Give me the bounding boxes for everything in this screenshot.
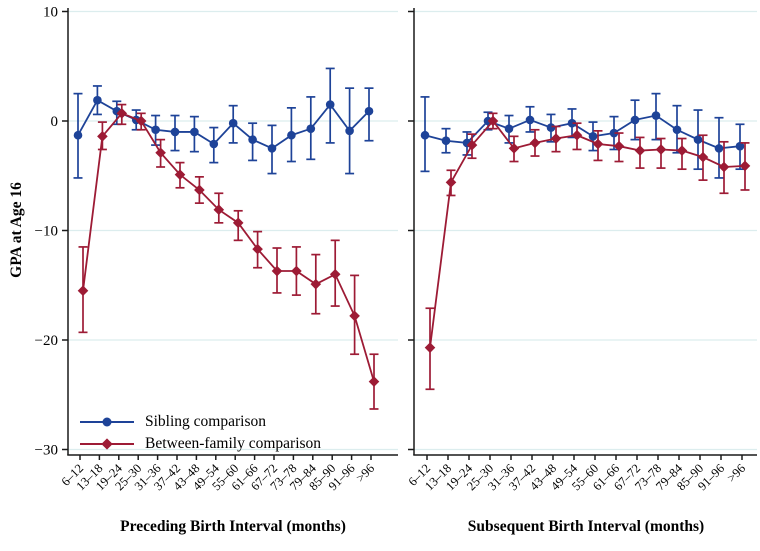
data-point xyxy=(209,139,219,149)
series-line xyxy=(82,112,375,382)
data-point xyxy=(651,111,661,120)
data-point xyxy=(550,133,562,144)
data-point xyxy=(592,138,604,150)
data-point xyxy=(487,115,499,127)
data-point xyxy=(714,144,724,153)
data-point xyxy=(634,145,646,156)
data-point xyxy=(571,129,583,141)
data-point xyxy=(267,144,277,153)
data-point xyxy=(588,132,598,141)
data-point xyxy=(349,310,360,322)
data-point xyxy=(466,139,478,151)
data-point xyxy=(310,278,322,290)
series-line xyxy=(429,119,746,348)
legend-item-sibling: Sibling comparison xyxy=(80,411,321,433)
data-point xyxy=(368,376,380,387)
data-point xyxy=(155,147,166,159)
data-point xyxy=(529,137,541,149)
data-point xyxy=(77,285,89,297)
y-tick-label: −10 xyxy=(35,224,58,240)
data-point xyxy=(718,161,730,173)
data-point xyxy=(345,126,354,136)
data-point xyxy=(735,141,745,151)
data-point xyxy=(213,204,225,215)
data-point xyxy=(151,125,160,135)
legend: Sibling comparison Between-family compar… xyxy=(80,411,321,455)
legend-item-between-family: Between-family comparison xyxy=(80,433,321,455)
x-tick-label: >96 xyxy=(724,461,748,485)
data-point xyxy=(525,115,535,125)
y-axis-title: GPA at Age 16 xyxy=(8,182,25,278)
data-point xyxy=(287,130,296,140)
data-point xyxy=(364,106,374,116)
data-point xyxy=(739,160,751,172)
data-point xyxy=(93,95,102,105)
series-line xyxy=(424,114,741,150)
data-point xyxy=(445,177,457,188)
data-point xyxy=(697,151,709,163)
data-point xyxy=(630,115,640,125)
data-point xyxy=(546,123,556,132)
data-point xyxy=(672,125,682,135)
data-point xyxy=(135,115,147,127)
data-point xyxy=(291,265,302,277)
data-point xyxy=(73,130,83,140)
data-point xyxy=(508,143,520,154)
data-point xyxy=(194,184,205,196)
data-point xyxy=(306,124,316,133)
data-point xyxy=(248,135,257,144)
x-axis-title-left: Preceding Birth Interval (months) xyxy=(120,518,346,535)
data-point xyxy=(676,145,688,156)
y-tick-label: 0 xyxy=(51,114,59,130)
circle-marker-icon xyxy=(102,417,112,427)
x-axis-title-right: Subsequent Birth Interval (months) xyxy=(467,518,705,535)
y-tick-label: −30 xyxy=(35,443,58,459)
data-point xyxy=(655,144,667,155)
y-tick-label: −20 xyxy=(35,333,58,349)
sibling-line-swatch xyxy=(80,417,134,427)
y-tick-label: 10 xyxy=(43,5,58,21)
data-point xyxy=(170,127,180,137)
diamond-marker-icon xyxy=(101,438,113,450)
x-tick-label: >96 xyxy=(353,461,377,485)
data-point xyxy=(228,118,238,128)
data-point xyxy=(613,140,625,152)
between-family-line-swatch xyxy=(80,438,134,450)
data-point xyxy=(232,217,244,229)
data-point xyxy=(567,118,577,128)
data-point xyxy=(325,100,335,109)
data-point xyxy=(252,243,263,255)
data-point xyxy=(116,108,128,119)
data-point xyxy=(504,124,514,133)
data-point xyxy=(609,128,619,138)
data-point xyxy=(190,127,199,137)
data-point xyxy=(174,169,186,180)
data-point xyxy=(441,136,451,146)
data-point xyxy=(420,130,430,140)
data-point xyxy=(97,131,108,142)
data-point xyxy=(271,265,283,277)
data-point xyxy=(329,269,341,280)
legend-label: Sibling comparison xyxy=(145,413,266,430)
data-point xyxy=(424,342,436,353)
data-point xyxy=(693,135,703,144)
legend-label: Between-family comparison xyxy=(145,435,322,452)
